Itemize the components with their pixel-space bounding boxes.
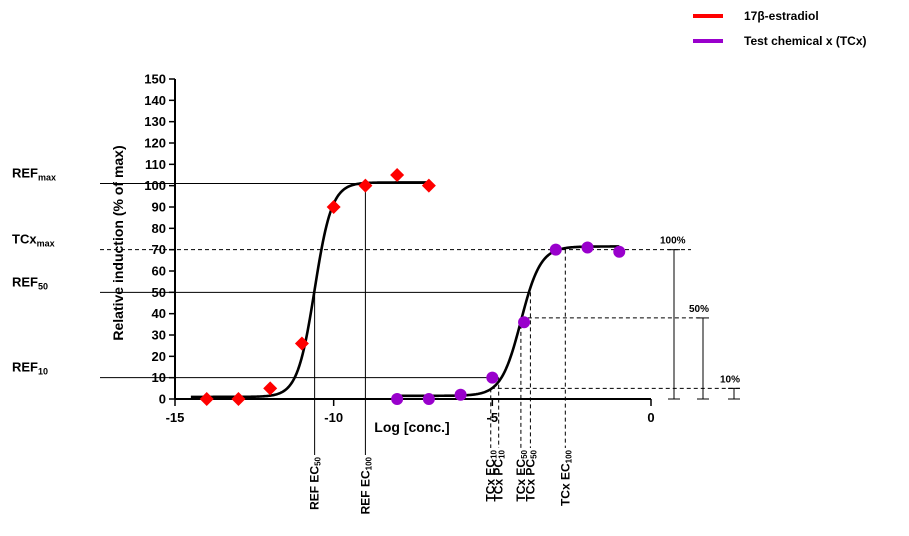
y-tick-label: 10 — [152, 370, 166, 385]
percent-label: 50% — [689, 304, 709, 315]
estradiol-point — [326, 200, 341, 214]
y-tick-label: 80 — [152, 221, 166, 236]
y-tick-label: 100 — [144, 178, 166, 193]
left-reference-label: REF50 — [12, 274, 48, 291]
ec-label: TCx PC10 — [492, 449, 507, 501]
y-tick-label: 50 — [152, 285, 166, 300]
y-tick-label: 90 — [152, 200, 166, 215]
left-labels: REFmax TCxmax REF50 REF10 — [12, 166, 56, 377]
percent-label: 100% — [660, 236, 686, 247]
fit-curves — [190, 181, 620, 399]
tcx-point — [613, 245, 626, 258]
fit-curve — [190, 181, 429, 399]
y-tick-label: 20 — [152, 349, 166, 364]
fit-curve — [397, 245, 620, 398]
estradiol-point — [390, 168, 405, 182]
estradiol-point — [421, 178, 436, 193]
ec-label: TCx EC10 — [484, 449, 499, 501]
x-tick-label: 0 — [647, 410, 654, 425]
x-ticks: -15 -10 -5 0 — [166, 399, 655, 425]
x-tick-label: -10 — [324, 410, 343, 425]
y-tick-label: 120 — [144, 136, 166, 151]
tcx-point — [581, 241, 594, 254]
tcx-point — [454, 388, 467, 401]
y-tick-label: 70 — [152, 242, 166, 257]
ec-label: TCx PC50 — [523, 449, 538, 501]
left-reference-label: REF10 — [12, 360, 48, 377]
y-axis-label: Relative induction (% of max) — [110, 145, 126, 340]
tcx-point — [486, 371, 499, 384]
x-tick-label: -15 — [166, 410, 185, 425]
reference-lines — [100, 183, 742, 455]
x-axis-label: Log [conc.] — [374, 419, 449, 435]
estradiol-point — [231, 392, 246, 406]
x-tick-label: -5 — [487, 410, 499, 425]
estradiol-point — [199, 392, 214, 406]
y-tick-label: 30 — [152, 328, 166, 343]
percent-markers: 100% 50% 10% — [660, 236, 740, 400]
y-tick-label: 40 — [152, 306, 166, 321]
y-tick-label: 60 — [152, 264, 166, 279]
tcx-point — [422, 393, 435, 405]
left-reference-label: REFmax — [12, 166, 56, 183]
left-reference-label: TCxmax — [12, 232, 55, 249]
ec-label: TCx EC100 — [558, 449, 573, 506]
estradiol-point — [358, 178, 373, 193]
y-tick-label: 150 — [144, 72, 166, 87]
legend-label-estradiol: 17β-estradiol — [744, 9, 819, 23]
legend: 17β-estradiol Test chemical x (TCx) — [693, 9, 866, 48]
estradiol-point — [263, 381, 278, 396]
tcx-point — [391, 393, 404, 405]
y-ticks: 0 10 20 30 40 50 60 70 80 90 100 110 120 130 140 150 — [144, 72, 175, 407]
data-points — [199, 168, 626, 406]
y-tick-label: 130 — [144, 114, 166, 129]
percent-label: 10% — [720, 374, 740, 385]
tcx-point — [549, 243, 562, 256]
y-tick-label: 0 — [159, 392, 166, 407]
ec-label: TCx EC50 — [514, 449, 529, 501]
tcx-point — [518, 316, 531, 329]
y-tick-label: 110 — [145, 157, 166, 172]
estradiol-point — [294, 336, 309, 351]
y-tick-label: 140 — [144, 93, 166, 108]
legend-label-tcx: Test chemical x (TCx) — [744, 34, 866, 48]
axes — [174, 79, 651, 400]
ec-label: REF EC100 — [358, 456, 373, 514]
ec-label: REF EC50 — [308, 456, 323, 509]
